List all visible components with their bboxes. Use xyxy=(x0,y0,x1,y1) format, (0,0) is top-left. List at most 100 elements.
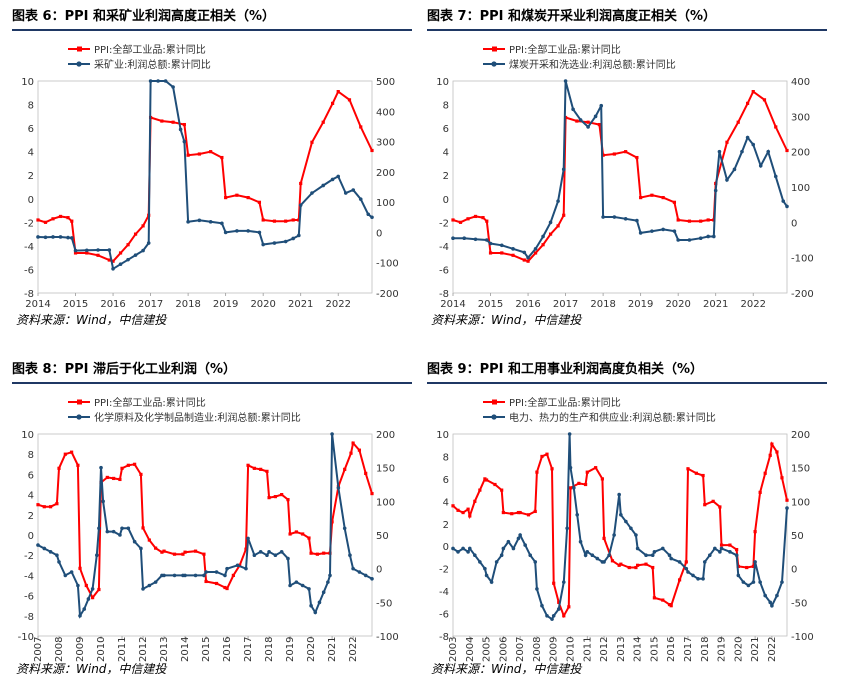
source-note: 资料来源：Wind，中信建投 xyxy=(431,662,582,676)
data-point xyxy=(734,553,739,557)
data-point xyxy=(96,248,100,252)
data-point xyxy=(763,471,767,475)
data-point xyxy=(526,259,530,263)
x-axis-tick-label: 2004 xyxy=(465,637,476,662)
data-point xyxy=(265,553,269,557)
x-axis-tick-label: 2015 xyxy=(201,637,212,662)
data-point xyxy=(745,565,749,570)
data-point xyxy=(468,514,472,518)
data-point xyxy=(86,597,91,601)
data-point xyxy=(762,98,767,102)
data-point xyxy=(235,229,239,233)
data-point xyxy=(181,552,185,556)
data-point xyxy=(297,233,301,238)
data-point xyxy=(770,442,774,446)
data-point xyxy=(780,580,784,584)
x-axis-tick-label: 2012 xyxy=(138,637,149,662)
data-point xyxy=(758,490,762,494)
left-axis-tick-label: -8 xyxy=(24,289,34,300)
data-point xyxy=(590,553,595,557)
data-point xyxy=(42,546,47,551)
data-point xyxy=(456,550,460,554)
data-point xyxy=(651,565,655,570)
data-point xyxy=(99,465,103,470)
x-axis-tick-label: 2015 xyxy=(63,299,88,310)
x-axis-tick-label: 2021 xyxy=(703,299,728,310)
right-axis-tick-label: 0 xyxy=(376,228,382,239)
data-point xyxy=(36,543,40,547)
data-point xyxy=(69,236,74,240)
data-point xyxy=(235,563,240,568)
data-point xyxy=(458,220,463,224)
data-point xyxy=(706,218,710,222)
data-point xyxy=(701,576,705,581)
data-point xyxy=(484,478,489,482)
data-point xyxy=(141,526,145,530)
right-axis-tick-label: 300 xyxy=(791,112,810,123)
data-point xyxy=(562,213,566,217)
data-point xyxy=(66,235,70,240)
data-point xyxy=(358,197,363,201)
data-point xyxy=(684,566,689,571)
data-point xyxy=(156,79,160,83)
data-point xyxy=(568,486,573,490)
data-point xyxy=(300,583,305,588)
data-point xyxy=(139,546,143,551)
data-point xyxy=(359,125,363,129)
left-axis-tick-label: -4 xyxy=(24,242,34,253)
data-point xyxy=(97,526,101,531)
data-point xyxy=(533,509,537,514)
chart-panel-6: 图表 6：PPI 和采矿业利润高度正相关（%） -8 -6 -4 -2 0 2 4 6 8 10-… xyxy=(12,5,412,335)
data-point xyxy=(261,218,265,222)
data-point xyxy=(182,139,187,144)
data-point xyxy=(126,526,131,531)
left-axis-tick-label: 10 xyxy=(21,430,34,441)
left-axis-tick-label: 2 xyxy=(28,171,34,182)
x-axis-tick-label: 2019 xyxy=(213,299,238,310)
data-point xyxy=(451,546,455,551)
x-axis-tick-label: 2016 xyxy=(666,637,677,662)
data-point xyxy=(511,247,515,251)
data-point xyxy=(235,193,239,197)
data-point xyxy=(336,174,341,179)
data-point xyxy=(624,519,628,524)
data-point xyxy=(141,248,145,253)
data-point xyxy=(634,565,638,570)
data-point xyxy=(366,212,371,217)
data-point xyxy=(481,216,485,220)
data-point xyxy=(351,566,355,571)
data-point xyxy=(224,196,228,200)
right-axis-tick-label: 200 xyxy=(791,148,810,159)
data-point xyxy=(523,543,527,547)
right-axis-tick-label: -100 xyxy=(376,632,399,643)
x-axis-tick-label: 2022 xyxy=(325,299,350,310)
data-point xyxy=(70,450,74,454)
data-point xyxy=(652,550,657,554)
chart-title: 图表 6：PPI 和采矿业利润高度正相关（%） xyxy=(12,9,276,24)
data-point xyxy=(321,183,326,188)
data-point xyxy=(363,573,368,578)
data-point xyxy=(499,553,504,557)
data-point xyxy=(186,153,190,157)
data-point xyxy=(672,229,677,233)
data-point xyxy=(73,251,78,255)
data-point xyxy=(162,573,166,578)
left-axis-tick-label: -4 xyxy=(24,571,34,582)
data-point xyxy=(619,513,623,517)
series-line-ppi xyxy=(37,90,373,263)
data-point xyxy=(315,552,319,556)
data-point xyxy=(107,248,112,252)
data-point xyxy=(719,546,724,551)
data-point xyxy=(736,120,740,124)
data-point xyxy=(725,140,729,144)
chart-title: 图表 7：PPI 和煤炭开采业利润高度正相关（%） xyxy=(427,9,717,24)
data-point xyxy=(667,602,672,607)
data-point xyxy=(307,536,311,540)
left-axis-tick-label: 10 xyxy=(436,77,449,88)
legend-label: 煤炭开采和洗选业:利润总额:累计同比 xyxy=(509,58,676,71)
x-axis-tick-label: 2022 xyxy=(740,299,765,310)
data-point xyxy=(342,526,347,531)
left-axis-tick-label: -2 xyxy=(439,565,449,576)
data-point xyxy=(516,510,521,515)
data-point xyxy=(272,241,277,245)
